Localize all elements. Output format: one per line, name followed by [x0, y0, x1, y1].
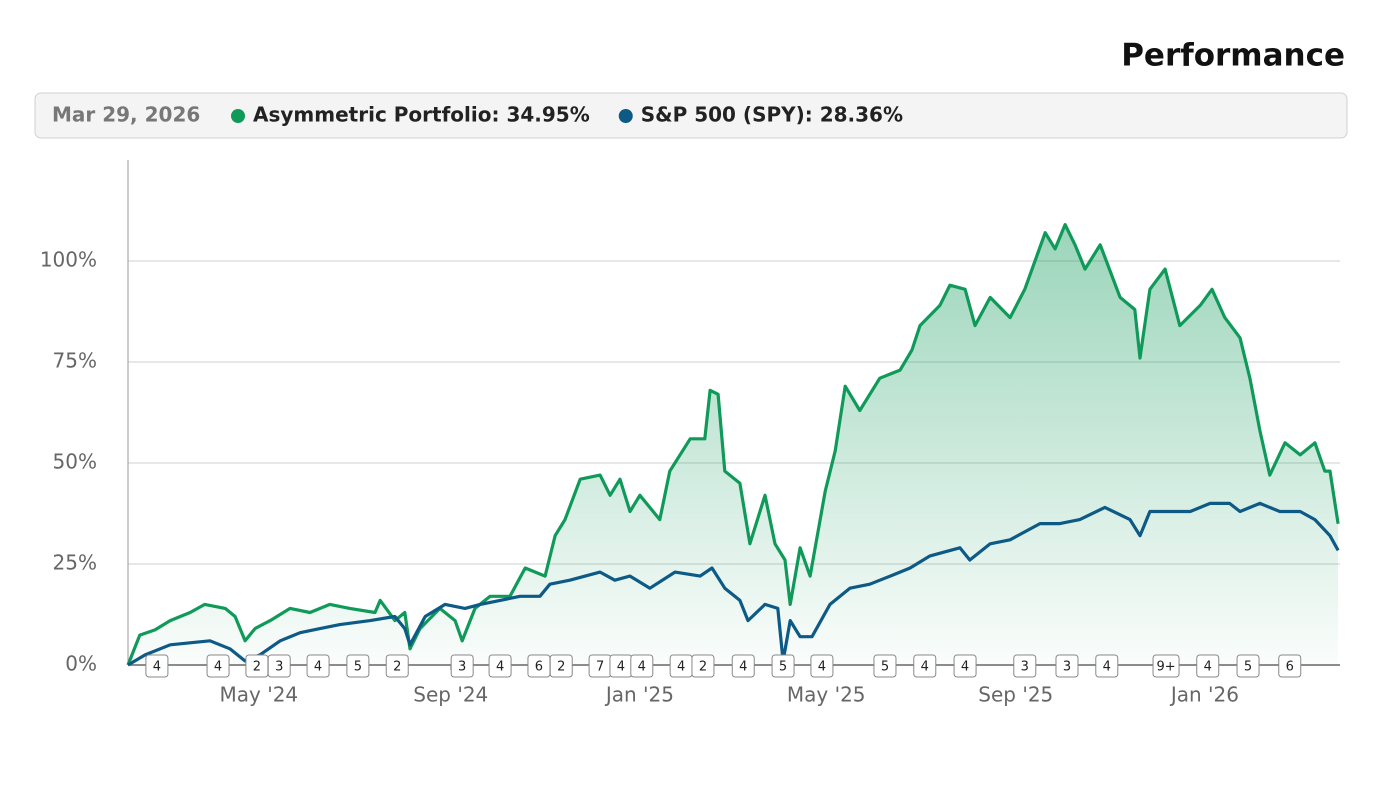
- event-marker-label: 3: [1021, 660, 1029, 675]
- event-marker-label: 4: [1204, 660, 1212, 675]
- event-marker: [1152, 654, 1180, 678]
- y-tick-label: 25%: [53, 551, 97, 575]
- event-marker-label: 6: [1286, 660, 1294, 675]
- y-tick-label: 0%: [65, 652, 97, 676]
- event-marker-label: 4: [153, 660, 161, 675]
- event-marker-label: 5: [881, 660, 889, 675]
- event-marker: [145, 654, 169, 678]
- x-tick-label: Sep '25: [978, 683, 1053, 707]
- event-marker-label: 7: [596, 660, 604, 675]
- event-marker: [1055, 654, 1079, 678]
- event-marker-label: 5: [779, 660, 787, 675]
- event-marker: [1236, 654, 1260, 678]
- x-tick-label: Jan '25: [604, 683, 674, 707]
- event-marker: [267, 654, 291, 678]
- series-line: [127, 501, 1340, 667]
- event-marker: [810, 654, 834, 678]
- event-marker-label: 4: [921, 660, 929, 675]
- event-marker: [771, 654, 795, 678]
- event-marker: [549, 654, 573, 678]
- legend: Asymmetric Portfolio: 34.95% S&P 500 (SPY…: [231, 103, 903, 127]
- event-marker-label: 2: [699, 660, 707, 675]
- event-marker-label: 4: [496, 660, 504, 675]
- y-tick-label: 75%: [53, 349, 97, 373]
- event-marker: [1013, 654, 1037, 678]
- x-tick-label: Jan '26: [1169, 683, 1239, 707]
- event-marker: [913, 654, 937, 678]
- legend-box: [34, 92, 1348, 139]
- event-marker: [630, 654, 654, 678]
- event-marker-label: 4: [818, 660, 826, 675]
- x-tick-label: May '24: [219, 683, 298, 707]
- legend-label: Asymmetric Portfolio: 34.95%: [253, 103, 590, 127]
- event-marker-label: 4: [617, 660, 625, 675]
- y-tick-label: 50%: [53, 450, 97, 474]
- series-line: [126, 223, 1340, 666]
- event-marker-label: 2: [393, 660, 401, 675]
- event-marker-label: 4: [214, 660, 222, 675]
- event-marker-label: 4: [677, 660, 685, 675]
- event-marker-label: 2: [253, 660, 261, 675]
- legend-swatch: [618, 109, 633, 123]
- x-tick-label: Sep '24: [413, 683, 488, 707]
- event-marker: [385, 654, 409, 678]
- legend-swatch: [231, 109, 245, 123]
- legend-label: S&P 500 (SPY): 28.36%: [641, 103, 903, 127]
- area: [128, 224, 1339, 665]
- event-marker-label: 4: [314, 660, 322, 675]
- event-marker: [1095, 654, 1119, 678]
- x-tick-label: May '25: [787, 683, 866, 707]
- event-marker-label: 9+: [1156, 660, 1175, 675]
- event-marker: [450, 654, 474, 678]
- event-marker-label: 3: [275, 660, 283, 675]
- event-marker-label: 2: [557, 660, 565, 675]
- event-marker: [1196, 654, 1220, 678]
- event-marker: [691, 654, 715, 678]
- event-marker-label: 4: [638, 660, 646, 675]
- event-marker-label: 3: [1063, 660, 1071, 675]
- chart-title: Performance: [1121, 38, 1345, 74]
- event-marker: [346, 654, 370, 678]
- event-marker-label: 4: [961, 660, 969, 675]
- event-marker-label: 5: [354, 660, 362, 675]
- legend-date: Mar 29, 2026: [52, 103, 200, 127]
- event-marker: [306, 654, 330, 678]
- event-marker-label: 3: [458, 660, 466, 675]
- plot: 0% 25% 50% 75% 100% May '24 Sep '24 Jan '25 May …: [40, 160, 1340, 707]
- event-marker: [1278, 654, 1302, 678]
- y-tick-label: 100%: [40, 248, 97, 272]
- event-marker-label: 5: [1244, 660, 1252, 675]
- event-marker-label: 4: [1103, 660, 1111, 675]
- event-marker: [488, 654, 512, 678]
- event-marker: [731, 654, 755, 678]
- event-marker: [953, 654, 977, 678]
- event-marker: [206, 654, 230, 678]
- event-marker-label: 6: [535, 660, 543, 675]
- event-marker-label: 4: [739, 660, 747, 675]
- event-marker: [873, 654, 897, 678]
